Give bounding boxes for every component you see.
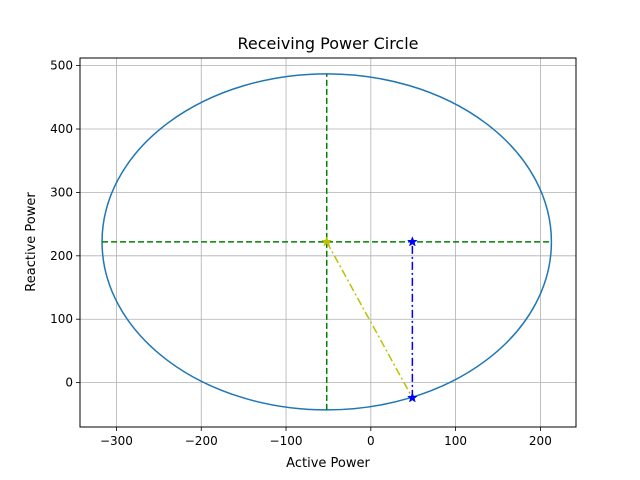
- y-axis-label: Reactive Power: [24, 192, 39, 292]
- x-axis-label: Active Power: [286, 456, 370, 471]
- projection-point-marker: [406, 236, 418, 247]
- y-tick-label: 0: [65, 376, 73, 390]
- radius-line: [326, 241, 414, 399]
- y-tick-label: 300: [50, 185, 73, 199]
- axis-ticks: −300 −200 −100 0 100 200 0 100 200 300 400 500: [50, 59, 552, 448]
- center-point-marker: [321, 236, 333, 247]
- x-tick-label: 0: [367, 434, 375, 448]
- chart-title: Receiving Power Circle: [237, 34, 418, 53]
- x-tick-label: 100: [444, 434, 467, 448]
- x-tick-label: −300: [100, 434, 133, 448]
- plot-frame: [79, 57, 577, 428]
- x-tick-label: −200: [185, 434, 218, 448]
- x-tick-label: −100: [270, 434, 303, 448]
- y-tick-label: 500: [50, 59, 73, 73]
- operating-point-marker: [406, 392, 418, 403]
- x-tick-label: 200: [529, 434, 552, 448]
- y-tick-label: 100: [50, 312, 73, 326]
- plot-data: [101, 73, 553, 411]
- y-tick-label: 200: [50, 249, 73, 263]
- y-tick-label: 400: [50, 122, 73, 136]
